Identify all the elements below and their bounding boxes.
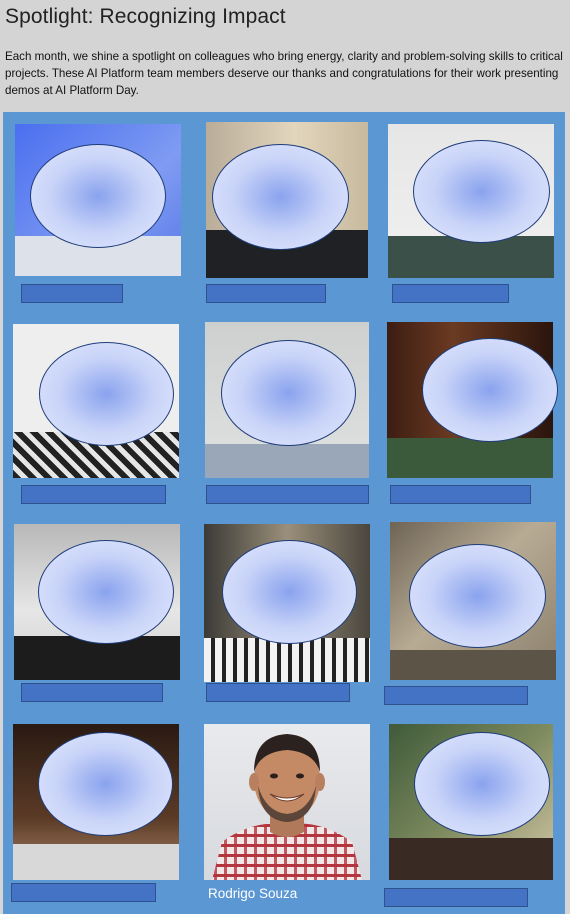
profile-photo-11	[204, 724, 370, 880]
profile-name-10	[11, 883, 156, 902]
profile-name-5	[206, 485, 369, 504]
redaction-oval-1	[30, 144, 166, 248]
redaction-oval-6	[422, 338, 558, 442]
profile-name-1	[21, 284, 123, 303]
profile-name-11: Rodrigo Souza	[208, 886, 298, 901]
redaction-oval-5	[221, 340, 356, 446]
profile-name-6	[390, 485, 531, 504]
redaction-oval-2	[212, 144, 349, 250]
redaction-oval-4	[39, 342, 174, 446]
spotlight-grid: Rodrigo Souza	[3, 112, 565, 914]
redaction-oval-10	[38, 732, 173, 836]
profile-name-8	[206, 683, 350, 702]
redaction-oval-3	[413, 140, 550, 243]
redaction-oval-7	[38, 540, 174, 644]
profile-name-7	[21, 683, 163, 702]
profile-name-3	[392, 284, 509, 303]
redaction-oval-12	[414, 732, 550, 836]
rodrigo-souza-portrait	[212, 734, 362, 880]
profile-name-2	[206, 284, 326, 303]
header: Spotlight: Recognizing Impact Each month…	[0, 0, 570, 112]
redaction-oval-8	[222, 540, 357, 644]
page-title: Spotlight: Recognizing Impact	[5, 5, 286, 28]
profile-name-12	[384, 888, 528, 907]
redaction-oval-9	[409, 544, 546, 648]
profile-name-9	[384, 686, 528, 705]
intro-text: Each month, we shine a spotlight on coll…	[5, 50, 563, 97]
profile-name-4	[21, 485, 166, 504]
